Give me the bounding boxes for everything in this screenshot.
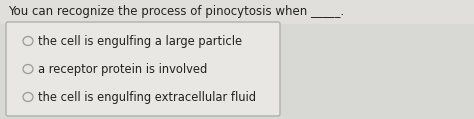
Text: a receptor protein is involved: a receptor protein is involved bbox=[38, 62, 207, 75]
FancyBboxPatch shape bbox=[6, 22, 280, 116]
Ellipse shape bbox=[23, 37, 33, 45]
Bar bbox=[0, 0, 474, 24]
Text: You can recognize the process of pinocytosis when _____.: You can recognize the process of pinocyt… bbox=[8, 5, 344, 18]
Ellipse shape bbox=[23, 92, 33, 102]
Text: the cell is engulfing extracellular fluid: the cell is engulfing extracellular flui… bbox=[38, 91, 256, 104]
Text: the cell is engulfing a large particle: the cell is engulfing a large particle bbox=[38, 35, 242, 47]
Ellipse shape bbox=[23, 64, 33, 74]
